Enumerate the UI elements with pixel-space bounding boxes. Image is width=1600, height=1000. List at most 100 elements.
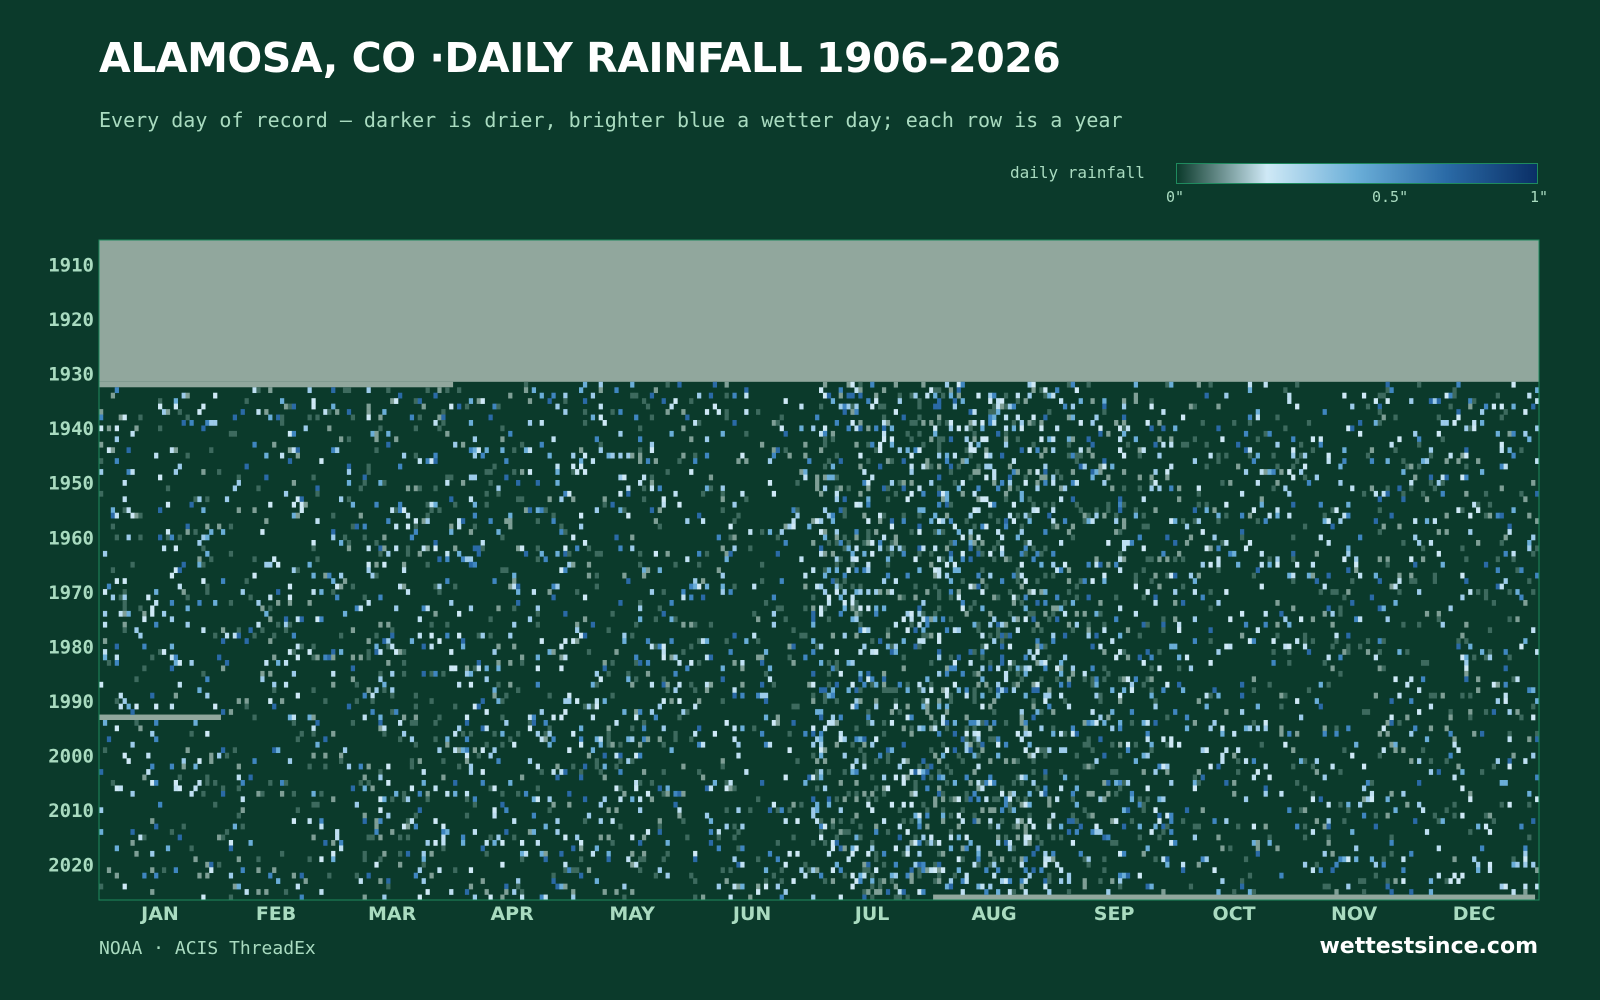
day-cell [590,414,596,421]
day-cell [992,409,997,415]
day-cell [834,583,839,590]
day-cell [830,398,836,404]
day-cell [724,550,729,557]
day-cell [433,420,438,426]
day-cell [763,698,769,704]
day-cell [1322,850,1327,857]
day-cell [464,736,470,743]
day-cell [917,610,922,617]
day-cell [1389,441,1394,448]
day-cell [1149,676,1154,683]
day-cell [441,774,446,781]
day-cell [1239,883,1245,890]
day-cell [807,867,812,874]
day-cell [909,840,914,846]
day-cell [960,600,965,606]
day-cell [217,752,222,759]
day-cell [940,392,946,399]
day-cell [579,463,584,470]
day-cell [909,463,914,470]
day-cell [594,845,599,852]
day-cell [744,638,749,644]
day-cell [897,763,902,770]
day-cell [1405,463,1410,470]
day-cell [390,692,395,699]
day-cell [1428,398,1434,404]
day-cell [99,458,104,464]
day-cell [618,507,623,514]
day-cell [563,654,568,661]
day-cell [697,420,702,426]
day-cell [181,420,186,426]
day-cell [1035,578,1040,584]
day-cell [539,441,544,448]
day-cell [771,872,777,879]
day-cell [956,387,961,394]
day-cell [826,801,832,808]
day-cell [429,621,434,628]
day-cell [822,381,828,388]
day-cell [1535,425,1540,432]
day-cell [822,698,828,704]
day-cell [1338,463,1343,470]
day-cell [913,785,918,792]
day-cell [500,861,505,868]
day-cell [358,605,363,612]
day-cell [445,480,450,486]
day-cell [811,840,816,846]
day-cell [1051,730,1056,737]
day-cell [535,621,540,628]
month-label-jan: JAN [139,903,179,925]
day-cell [1141,801,1146,808]
day-cell [1125,425,1131,432]
day-cell [327,425,332,432]
day-cell [1035,447,1040,454]
day-cell [626,485,631,492]
day-cell [972,752,977,759]
day-cell [1499,512,1504,519]
day-cell [889,425,895,432]
day-cell [1515,861,1520,868]
day-cell [901,545,906,552]
day-cell [331,403,336,410]
day-cell [618,785,623,792]
day-cell [917,403,922,410]
day-cell [956,627,961,634]
day-cell [559,714,564,721]
day-cell [858,878,863,884]
day-cell [500,801,505,808]
day-cell [189,501,194,508]
day-cell [1527,801,1532,808]
day-cell [378,769,383,775]
day-cell [1051,610,1056,617]
day-cell [1495,556,1500,563]
day-cell [1110,769,1115,775]
day-cell [421,878,426,884]
day-cell [236,698,241,704]
day-cell [756,692,761,699]
day-cell [689,872,694,879]
day-cell [1094,823,1099,830]
day-cell [110,594,116,601]
day-cell [948,654,954,661]
day-cell [378,676,383,683]
day-cell [720,583,725,590]
day-cell [858,381,863,388]
day-cell [929,387,934,394]
day-cell [1464,621,1469,628]
day-cell [209,752,214,759]
day-cell [386,883,391,890]
site-brand[interactable]: wettestsince.com [1319,934,1538,959]
day-cell [1078,507,1083,514]
day-cell [185,523,190,530]
day-cell [1346,545,1351,552]
day-cell [110,447,116,454]
day-cell [917,889,922,895]
day-cell [118,785,123,792]
day-cell [358,878,363,884]
day-cell [339,496,344,503]
day-cell [291,430,297,437]
day-cell [964,610,969,617]
day-cell [866,850,871,857]
day-cell [740,490,745,497]
